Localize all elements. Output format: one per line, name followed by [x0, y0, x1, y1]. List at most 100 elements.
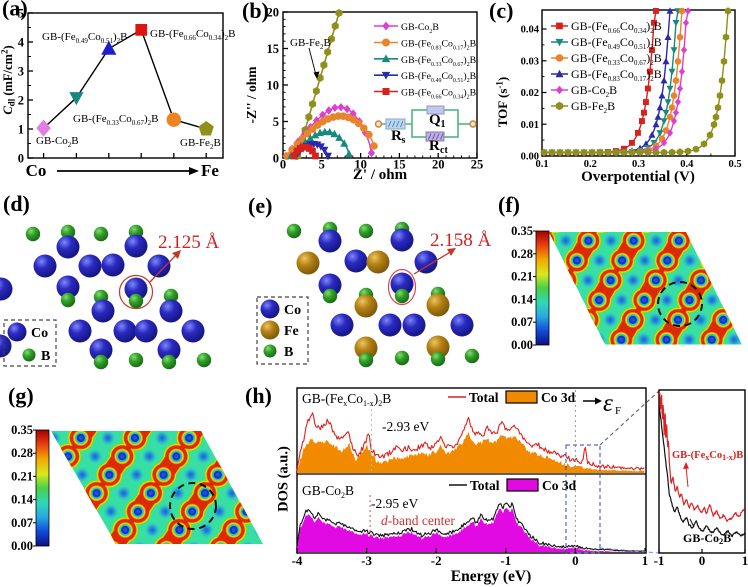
svg-text:0.00: 0.00 [521, 152, 539, 163]
svg-text:20: 20 [432, 158, 445, 172]
svg-text:5: 5 [319, 158, 325, 172]
svg-text:0.07: 0.07 [511, 315, 533, 329]
svg-text:10: 10 [354, 158, 367, 172]
svg-text:GB-(Fe0.33​Co0.67​)2​B: GB-(Fe0.33​Co0.67​)2​B [73, 113, 158, 127]
svg-text:25: 25 [471, 158, 484, 172]
svg-text:DOS (a.u.): DOS (a.u.) [276, 446, 292, 512]
svg-text:2.125 Å: 2.125 Å [158, 232, 220, 253]
svg-text:1: 1 [642, 553, 649, 568]
svg-text:0.21: 0.21 [511, 270, 533, 284]
svg-text:(d): (d) [3, 191, 30, 216]
svg-text:0.2: 0.2 [584, 159, 597, 170]
svg-text:0.14: 0.14 [511, 292, 534, 306]
svg-text:GB-(Fe0.49​Co0.51​)2​B: GB-(Fe0.49​Co0.51​)2​B [571, 35, 662, 51]
svg-text:Z' / ohm: Z' / ohm [353, 167, 408, 183]
svg-text:0: 0 [699, 553, 706, 568]
svg-text:2: 2 [18, 94, 24, 108]
svg-text:R: R [391, 128, 402, 144]
svg-text:(g): (g) [8, 383, 34, 408]
svg-text:4: 4 [18, 36, 25, 50]
svg-text:d-band center: d-band center [381, 513, 455, 528]
svg-text:0.35: 0.35 [11, 423, 33, 437]
svg-text:GB-(FexCo1-x)B: GB-(FexCo1-x)B [672, 450, 743, 462]
svg-text:-4: -4 [292, 553, 303, 568]
svg-text:Overpotential (V): Overpotential (V) [581, 169, 695, 185]
svg-text:GB-Co2​B: GB-Co2​B [401, 22, 439, 35]
svg-text:GB-(Fe0.83​Co0.17​)2​B: GB-(Fe0.83​Co0.17​)2​B [401, 39, 477, 52]
svg-text:0.1: 0.1 [535, 159, 548, 170]
svg-text:0.28: 0.28 [511, 247, 533, 261]
svg-text:2.158 Å: 2.158 Å [430, 230, 492, 251]
svg-text:GB-(Fe0.66​Co0.34​)2​B: GB-(Fe0.66​Co0.34​)2​B [401, 88, 477, 101]
svg-text:Co: Co [31, 326, 48, 341]
svg-text:Cdl (mF/cm2): Cdl (mF/cm2) [0, 45, 17, 114]
svg-text:0.3: 0.3 [632, 159, 645, 170]
svg-text:Co: Co [284, 303, 301, 318]
svg-text:0.14: 0.14 [11, 493, 34, 507]
svg-text:Energy (eV): Energy (eV) [451, 568, 532, 585]
svg-text:0.00: 0.00 [11, 539, 33, 553]
svg-text:20: 20 [267, 6, 280, 20]
svg-text:(a): (a) [2, 0, 28, 21]
svg-text:0.01: 0.01 [521, 120, 539, 131]
svg-text:ct: ct [440, 145, 448, 156]
svg-text:B: B [41, 349, 50, 364]
svg-text:5: 5 [273, 115, 279, 129]
svg-text:-Z'' / ohm: -Z'' / ohm [244, 66, 259, 124]
svg-text:-2.93 eV: -2.93 eV [382, 419, 429, 434]
svg-text:1: 1 [441, 119, 446, 130]
svg-text:0: 0 [18, 152, 24, 166]
svg-text:F: F [615, 405, 621, 417]
svg-text:0.28: 0.28 [11, 446, 33, 460]
svg-text:s: s [402, 135, 406, 146]
svg-text:Total: Total [469, 390, 499, 405]
svg-text:(h): (h) [245, 383, 272, 408]
svg-text:15: 15 [267, 42, 280, 56]
svg-text:Fe: Fe [284, 324, 299, 339]
svg-text:-1: -1 [500, 553, 511, 568]
svg-text:GB-Fe2​B: GB-Fe2​B [571, 99, 615, 115]
svg-text:Q: Q [429, 112, 441, 128]
svg-text:1: 1 [18, 123, 24, 137]
svg-text:GB-Co2B: GB-Co2B [683, 531, 731, 546]
svg-text:3: 3 [18, 65, 24, 79]
svg-text:0: 0 [280, 158, 286, 172]
svg-text:-1: -1 [654, 553, 665, 568]
svg-text:0.07: 0.07 [11, 516, 33, 530]
svg-text:0.04: 0.04 [521, 25, 540, 36]
svg-text:(c): (c) [489, 0, 513, 23]
svg-text:ε: ε [603, 390, 613, 417]
svg-text:(f): (f) [498, 192, 520, 217]
svg-text:GB-(Fex​Co1-x​)2​B: GB-(Fex​Co1-x​)2​B [302, 391, 391, 408]
svg-text:Total: Total [470, 478, 500, 493]
svg-text:0.4: 0.4 [680, 159, 694, 170]
svg-text:-2.95 eV: -2.95 eV [371, 496, 418, 511]
svg-text:GB-(Fe0.83​Co0.17​)2​B: GB-(Fe0.83​Co0.17​)2​B [571, 67, 662, 83]
svg-text:GB-Co2​B: GB-Co2​B [571, 83, 617, 99]
svg-text:0: 0 [273, 152, 279, 166]
svg-text:GB-(Fe0.49​Co0.51​)2​B: GB-(Fe0.49​Co0.51​)2​B [401, 71, 477, 84]
svg-text:GB-Co2​B: GB-Co2​B [302, 483, 354, 500]
svg-text:-2: -2 [431, 553, 442, 568]
svg-text:GB-(Fe0.33​Co0.67​)2​B: GB-(Fe0.33​Co0.67​)2​B [571, 51, 662, 67]
svg-text:Fe: Fe [201, 161, 219, 180]
svg-text:GB-Fe2​B: GB-Fe2​B [180, 137, 221, 151]
svg-text:Co 3d: Co 3d [541, 390, 576, 405]
svg-text:0.35: 0.35 [511, 224, 533, 238]
svg-text:1: 1 [742, 553, 748, 568]
svg-text:GB-(Fe0.66​Co0.34​)2​B: GB-(Fe0.66​Co0.34​)2​B [571, 19, 662, 35]
svg-text:0.03: 0.03 [521, 56, 539, 67]
svg-text:GB-Fe2​B: GB-Fe2​B [290, 37, 331, 51]
svg-text:GB-Co2​B: GB-Co2​B [36, 135, 79, 149]
svg-text:(e): (e) [248, 193, 272, 218]
svg-text:GB-(Fe0.49​Co0.51​)2​B: GB-(Fe0.49​Co0.51​)2​B [42, 31, 127, 45]
svg-text:0.21: 0.21 [11, 469, 33, 483]
svg-text:(b): (b) [242, 0, 269, 23]
svg-text:B: B [284, 345, 293, 360]
svg-text:15: 15 [393, 158, 406, 172]
svg-text:-3: -3 [361, 553, 372, 568]
svg-text:0.5: 0.5 [728, 159, 741, 170]
svg-text:TOF (s-1): TOF (s-1) [495, 77, 511, 128]
svg-text:Co: Co [26, 161, 47, 180]
svg-text:GB-(Fe0.33​Co0.67​)2​B: GB-(Fe0.33​Co0.67​)2​B [401, 55, 477, 68]
